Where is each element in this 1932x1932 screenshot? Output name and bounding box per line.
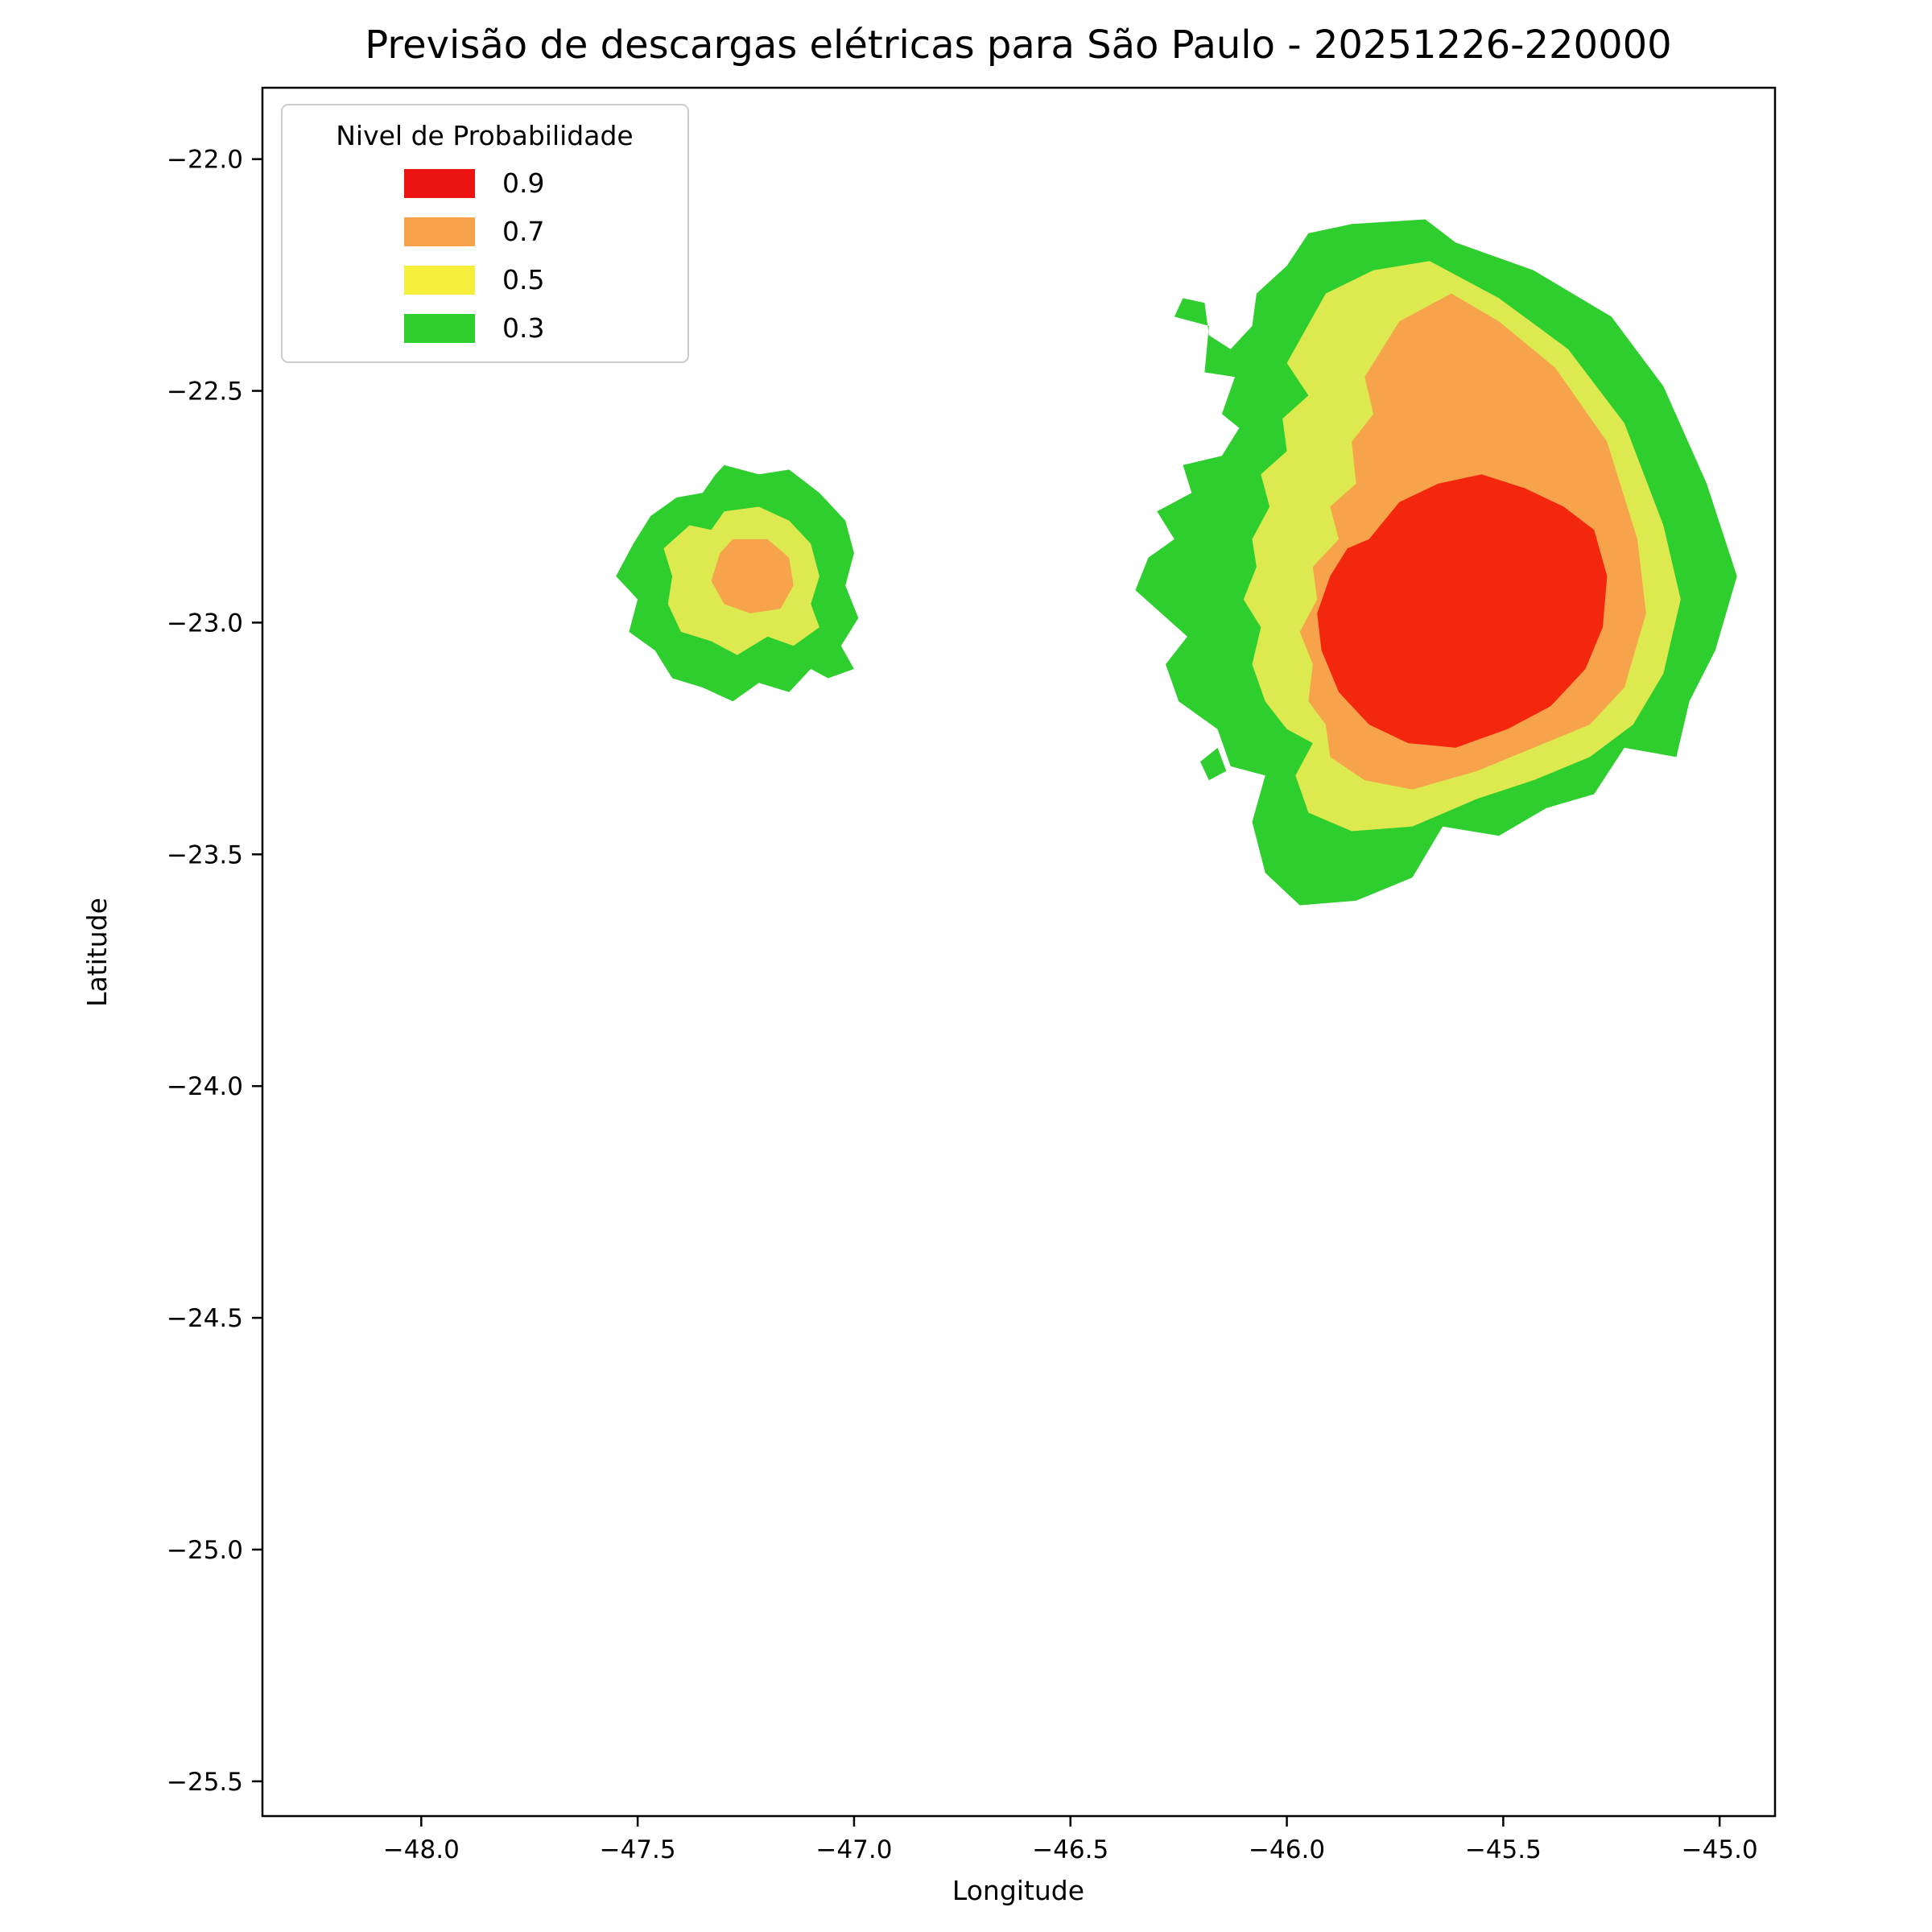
plot-border <box>261 86 1777 1818</box>
x-tick-label: −48.0 <box>383 1835 460 1864</box>
y-tick-label: −24.0 <box>167 1072 243 1101</box>
chart-title: Previsão de descargas elétricas para São… <box>365 23 1671 68</box>
legend-entry-label: 0.9 <box>502 167 544 199</box>
legend-entry-label: 0.5 <box>502 264 544 295</box>
x-tick-label: −47.0 <box>815 1835 892 1864</box>
y-tick-label: −24.5 <box>167 1304 243 1333</box>
y-tick-label: −25.5 <box>167 1768 243 1797</box>
y-tick-label: −22.0 <box>167 146 243 175</box>
x-tick-label: −45.0 <box>1682 1835 1758 1864</box>
legend-swatch-0.9 <box>404 169 475 198</box>
x-tick-label: −47.5 <box>600 1835 676 1864</box>
legend-swatch-0.3 <box>404 314 475 343</box>
y-axis-ticks: −22.0 −22.5 −23.0 −23.5 −24.0 −24.5 −25.0 −25.5 <box>167 146 262 1797</box>
contour-region-main-cell-speck-p03 <box>1200 747 1227 781</box>
legend-title: Nivel de Probabilidade <box>336 120 633 151</box>
contour-regions <box>616 219 1737 906</box>
legend-entry-label: 0.3 <box>502 312 544 344</box>
x-tick-label: −46.0 <box>1249 1835 1325 1864</box>
contour-region-main-cell-p09 <box>1317 474 1608 748</box>
legend-swatch-0.5 <box>404 266 475 295</box>
legend: Nivel de Probabilidade 0.9 0.7 0.5 0.3 <box>281 104 689 363</box>
legend-box <box>281 104 689 363</box>
legend-swatch-0.7 <box>404 217 475 246</box>
y-axis-label: Latitude <box>81 898 113 1007</box>
y-tick-label: −22.5 <box>167 378 243 407</box>
y-tick-label: −23.5 <box>167 840 243 869</box>
contour-region-small-cell-p07 <box>711 539 794 613</box>
legend-entry-label: 0.7 <box>502 216 544 247</box>
x-axis-label: Longitude <box>952 1875 1084 1906</box>
x-tick-label: −45.5 <box>1465 1835 1542 1864</box>
x-tick-label: −46.5 <box>1032 1835 1108 1864</box>
legend-entries: 0.9 0.7 0.5 0.3 <box>404 167 544 344</box>
x-axis-ticks: −48.0 −47.5 −47.0 −46.5 −46.0 −45.5 −45.0 <box>383 1816 1758 1864</box>
y-tick-label: −25.0 <box>167 1536 243 1565</box>
y-tick-label: −23.0 <box>167 609 243 638</box>
